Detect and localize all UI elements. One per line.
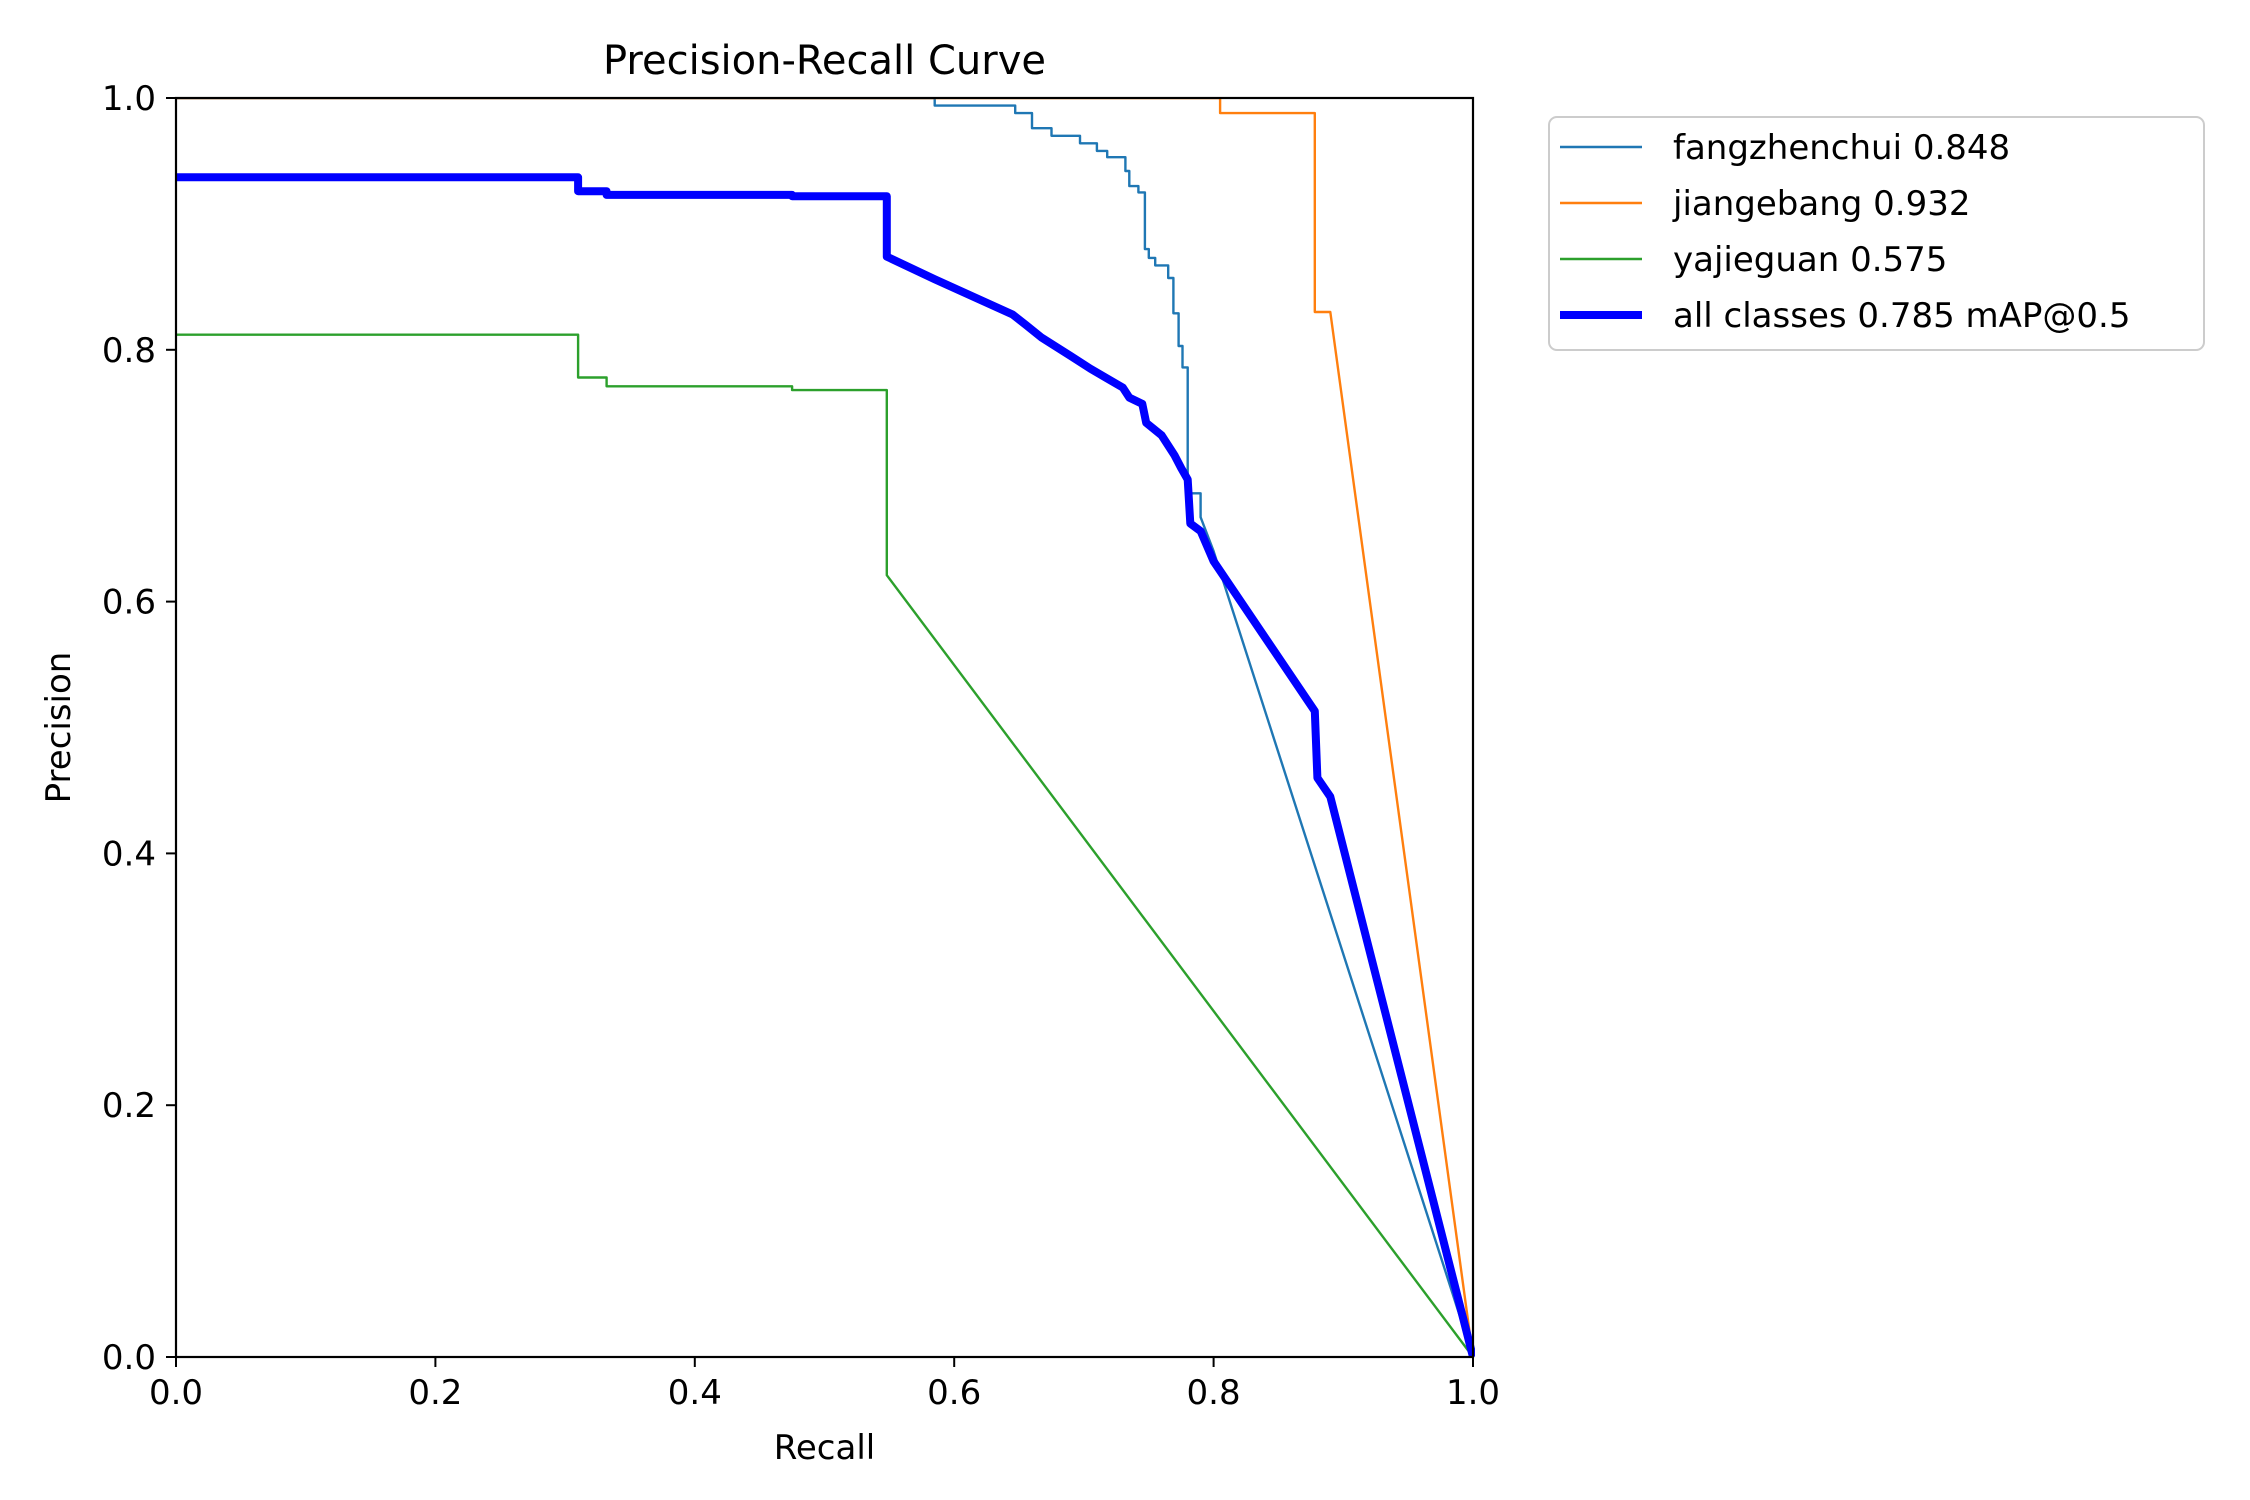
legend: fangzhenchui 0.848 jiangebang 0.932 yajieg… [1548,116,2205,351]
y-tick-label: 0.4 [102,834,156,874]
x-axis-label: Recall [774,1428,875,1468]
series-line-fangzhenchui [176,98,1475,1357]
legend-label-fangzhenchui: fangzhenchui 0.848 [1673,128,2010,168]
y-tick-label: 0.2 [102,1086,156,1126]
x-tick-label: 0.8 [1187,1373,1241,1413]
series-layer [176,98,1475,1357]
series-line-jiangebang [176,98,1475,1357]
legend-label-all-classes: all classes 0.785 mAP@0.5 [1673,296,2130,336]
y-axis-ticks: 0.0 0.2 0.4 0.6 0.8 1.0 [102,79,176,1378]
x-tick-label: 0.4 [668,1373,722,1413]
legend-box [1548,116,2205,351]
legend-label-yajieguan: yajieguan 0.575 [1673,240,1947,280]
x-tick-label: 0.0 [149,1373,203,1413]
x-tick-label: 0.6 [927,1373,981,1413]
y-tick-label: 0.0 [102,1338,156,1378]
plot-frame [174,96,1475,1359]
y-tick-label: 0.6 [102,583,156,623]
x-tick-label: 0.2 [408,1373,462,1413]
legend-label-jiangebang: jiangebang 0.932 [1672,184,1970,224]
x-tick-label: 1.0 [1446,1373,1500,1413]
series-line-yajieguan [176,333,1474,1357]
x-axis-ticks: 0.0 0.2 0.4 0.6 0.8 1.0 [149,1357,1500,1413]
y-tick-label: 0.8 [102,331,156,371]
series-line-all-classes [176,173,1475,1357]
chart-title: Precision-Recall Curve [603,38,1046,84]
y-tick-label: 1.0 [102,79,156,119]
y-axis-label: Precision [39,652,79,804]
legend-entries: fangzhenchui 0.848 jiangebang 0.932 yajieg… [1560,128,2130,336]
